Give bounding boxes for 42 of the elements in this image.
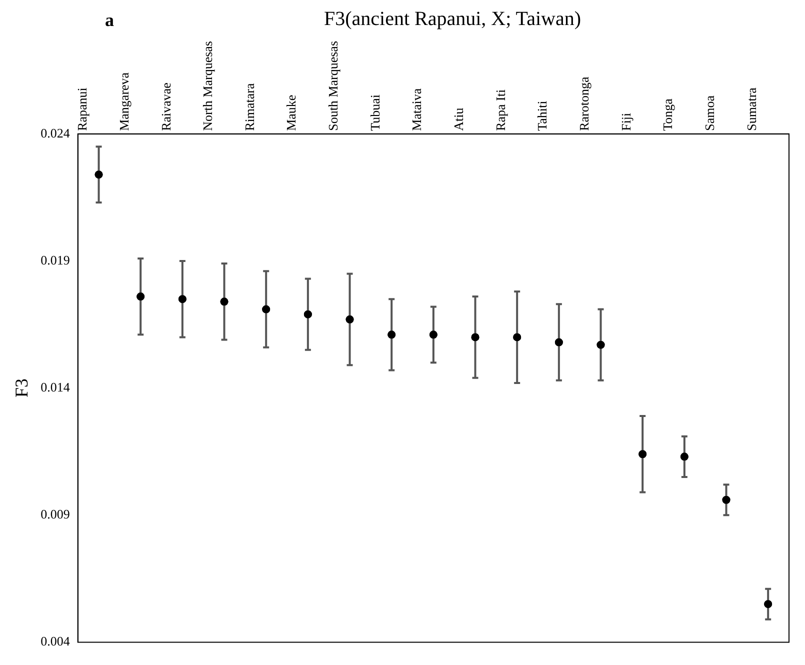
y-tick-label: 0.004 bbox=[40, 634, 70, 649]
x-tick-label: Tahiti bbox=[534, 100, 550, 131]
point bbox=[471, 333, 480, 342]
point bbox=[262, 305, 270, 314]
point bbox=[178, 295, 186, 304]
x-tick-label: Rapa Iti bbox=[492, 89, 508, 131]
x-tick-label: Mataiva bbox=[409, 88, 424, 131]
point bbox=[638, 450, 647, 458]
point bbox=[429, 330, 438, 339]
x-tick-label: South Marquesas bbox=[326, 40, 341, 131]
point bbox=[346, 315, 354, 324]
point bbox=[94, 170, 103, 179]
x-tick-label: Mauke bbox=[284, 94, 299, 131]
x-tick-label: Mangareva bbox=[116, 72, 132, 131]
y-tick-label: 0.009 bbox=[40, 506, 70, 522]
point bbox=[722, 496, 730, 504]
point bbox=[596, 340, 605, 349]
x-tick-label: North Marquesas bbox=[200, 41, 216, 131]
point bbox=[304, 310, 312, 318]
x-tick-label: Rimatara bbox=[242, 83, 257, 131]
point bbox=[554, 338, 563, 346]
x-tick-label: Sumatra bbox=[744, 87, 759, 131]
point bbox=[513, 333, 522, 342]
y-axis-title: F3 bbox=[12, 378, 32, 398]
point bbox=[220, 298, 228, 306]
text: a bbox=[105, 10, 114, 31]
x-tick-label: Tonga bbox=[660, 98, 676, 131]
y-tick-label: 0.024 bbox=[40, 125, 70, 140]
point bbox=[764, 600, 772, 608]
x-tick-label: Fiji bbox=[618, 112, 634, 131]
x-tick-label: Raivavae bbox=[158, 82, 174, 131]
point bbox=[680, 452, 688, 461]
x-tick-label: Tubuai bbox=[367, 94, 382, 131]
point bbox=[388, 330, 396, 339]
chart-title: F3(ancient Rapanui, X; Taiwan) bbox=[324, 8, 582, 30]
y-tick-label: 0.019 bbox=[40, 252, 70, 268]
x-tick-label: Rarotonga bbox=[576, 76, 592, 131]
x-tick-label: Rapanui bbox=[74, 87, 90, 131]
point bbox=[136, 292, 145, 301]
y-tick-label: 0.014 bbox=[40, 379, 70, 394]
x-tick-label: Samoa bbox=[702, 95, 718, 131]
x-tick-label: Atiu bbox=[451, 107, 466, 131]
